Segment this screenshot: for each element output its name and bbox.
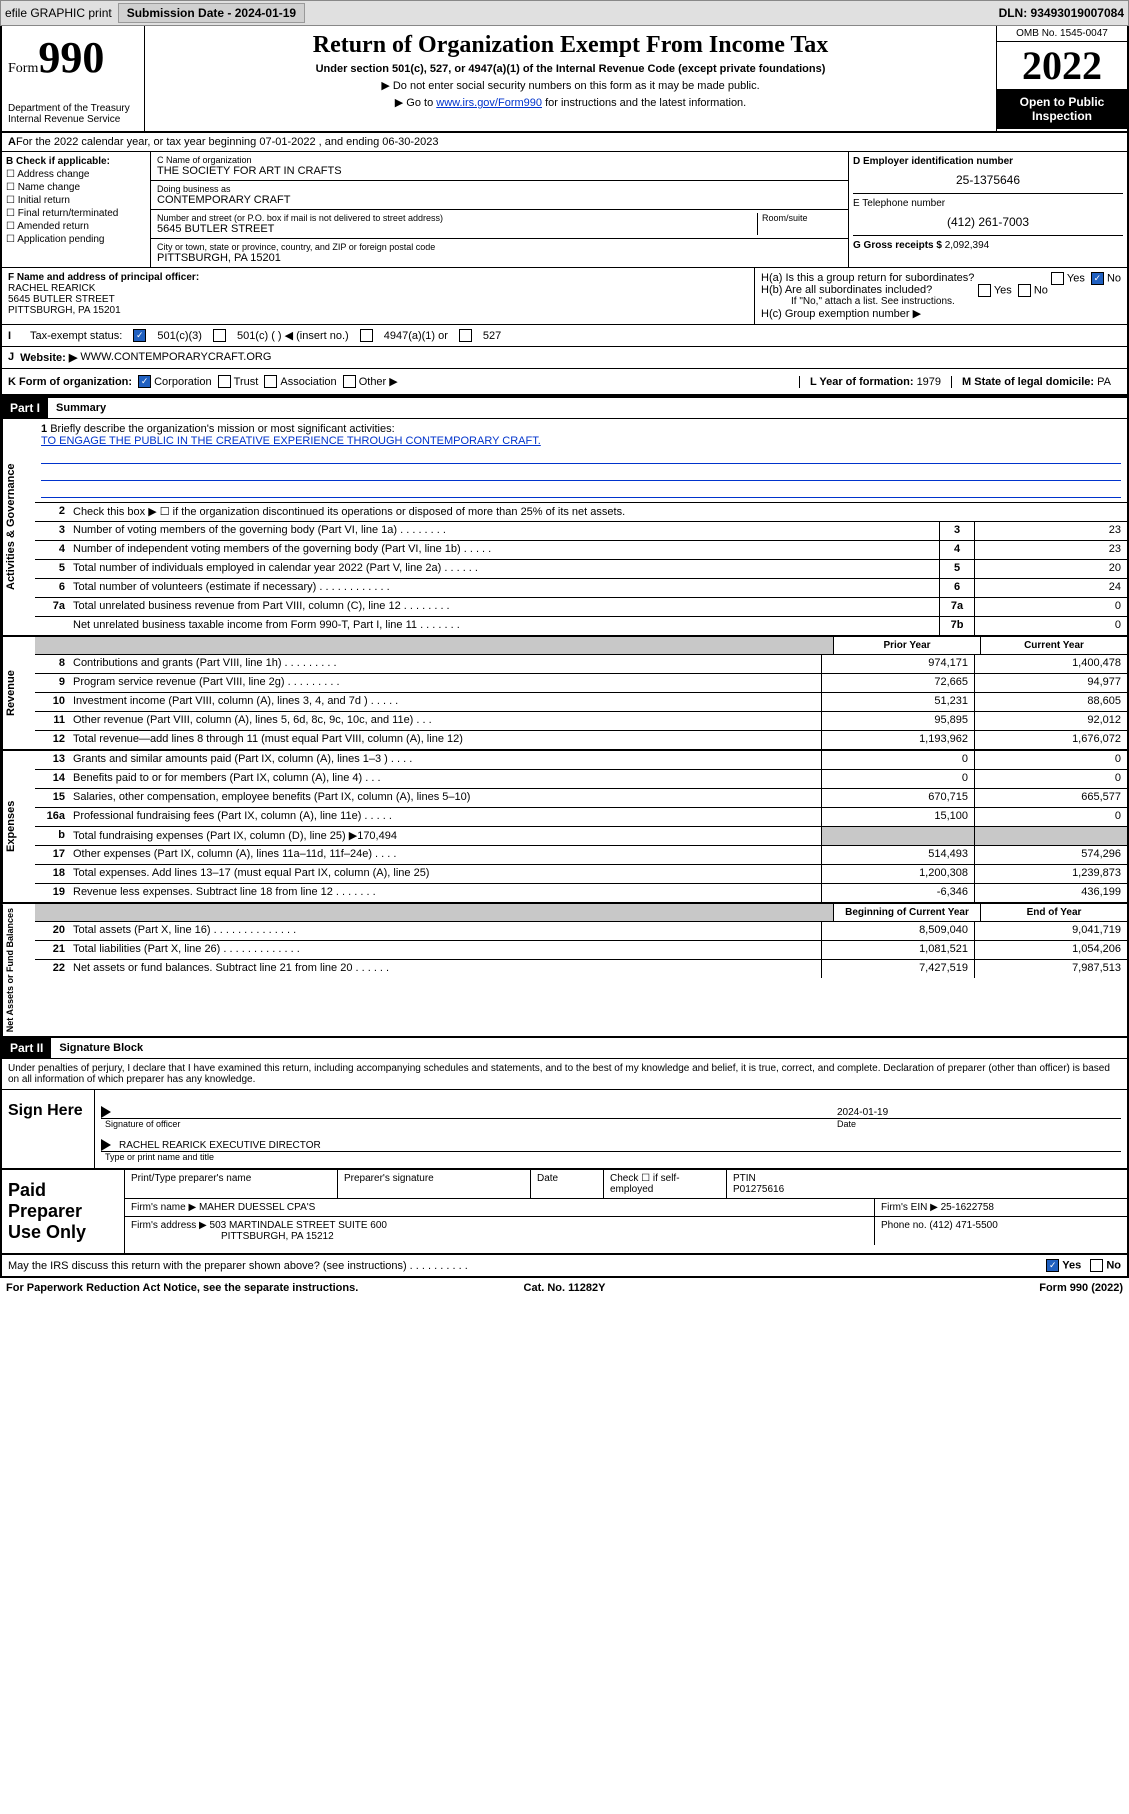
- ck-application-pending[interactable]: ☐ Application pending: [6, 234, 146, 245]
- website-row: J Website: ▶ WWW.CONTEMPORARYCRAFT.ORG: [0, 347, 1129, 369]
- topbar: efile GRAPHIC print Submission Date - 20…: [0, 0, 1129, 26]
- tax-exempt-status-row: I Tax-exempt status: 501(c)(3) 501(c) ( …: [0, 325, 1129, 347]
- ck-name-change[interactable]: ☐ Name change: [6, 182, 146, 193]
- form-subtitle: Under section 501(c), 527, or 4947(a)(1)…: [151, 63, 990, 75]
- dln-label: DLN: 93493019007084: [999, 6, 1124, 20]
- ck-association[interactable]: [264, 375, 277, 388]
- form-number: Form990: [8, 32, 138, 83]
- sig-date: 2024-01-19: [833, 1107, 1121, 1118]
- submission-date-button[interactable]: Submission Date - 2024-01-19: [118, 3, 305, 23]
- city-state-zip: PITTSBURGH, PA 15201: [157, 252, 842, 264]
- state-domicile: PA: [1097, 376, 1111, 388]
- ptin: P01275616: [733, 1184, 784, 1195]
- ck-ha-yes[interactable]: [1051, 272, 1064, 285]
- inspection-badge: Open to Public Inspection: [997, 89, 1127, 129]
- dba-name: CONTEMPORARY CRAFT: [157, 194, 842, 206]
- principal-officer-block: F Name and address of principal officer:…: [0, 268, 1129, 325]
- paid-preparer-block: Paid Preparer Use Only Print/Type prepar…: [0, 1170, 1129, 1255]
- org-name: THE SOCIETY FOR ART IN CRAFTS: [157, 165, 842, 177]
- form-of-org-row: K Form of organization: Corporation Trus…: [0, 369, 1129, 396]
- ck-hb-yes[interactable]: [978, 284, 991, 297]
- street-address: 5645 BUTLER STREET: [157, 223, 757, 235]
- ck-corporation[interactable]: [138, 375, 151, 388]
- discuss-row: May the IRS discuss this return with the…: [0, 1255, 1129, 1278]
- summary-expenses: Expenses 13Grants and similar amounts pa…: [0, 751, 1129, 904]
- ein: 25-1375646: [853, 167, 1123, 193]
- section-b: B Check if applicable: ☐ Address change …: [2, 152, 151, 267]
- note-link: ▶ Go to www.irs.gov/Form990 for instruct…: [151, 96, 990, 109]
- firm-ein: 25-1622758: [941, 1202, 994, 1213]
- mission-text[interactable]: TO ENGAGE THE PUBLIC IN THE CREATIVE EXP…: [41, 435, 541, 447]
- note-ssn: ▶ Do not enter social security numbers o…: [151, 79, 990, 92]
- ck-hb-no[interactable]: [1018, 284, 1031, 297]
- form-header: Form990 Department of the Treasury Inter…: [0, 26, 1129, 133]
- ck-trust[interactable]: [218, 375, 231, 388]
- dept-label: Department of the Treasury Internal Reve…: [8, 103, 138, 125]
- telephone: (412) 261-7003: [853, 209, 1123, 235]
- section-d-e-g: D Employer identification number 25-1375…: [848, 152, 1127, 267]
- form-title: Return of Organization Exempt From Incom…: [151, 32, 990, 59]
- summary-net-assets: Net Assets or Fund Balances Beginning of…: [0, 904, 1129, 1038]
- ck-other[interactable]: [343, 375, 356, 388]
- section-c: C Name of organization THE SOCIETY FOR A…: [151, 152, 848, 267]
- firm-name: MAHER DUESSEL CPA'S: [199, 1202, 315, 1213]
- mission-block: 1 Briefly describe the organization's mi…: [35, 419, 1127, 503]
- part2-header: Part II Signature Block: [0, 1038, 1129, 1059]
- ck-discuss-no[interactable]: [1090, 1259, 1103, 1272]
- ck-4947[interactable]: [360, 329, 373, 342]
- signature-block: Under penalties of perjury, I declare th…: [0, 1059, 1129, 1170]
- identity-block: B Check if applicable: ☐ Address change …: [0, 152, 1129, 268]
- arrow-icon: [101, 1106, 111, 1118]
- footer: For Paperwork Reduction Act Notice, see …: [0, 1278, 1129, 1298]
- ck-discuss-yes[interactable]: [1046, 1259, 1059, 1272]
- ck-527[interactable]: [459, 329, 472, 342]
- part1-header: Part I Summary: [0, 396, 1129, 419]
- website-url: WWW.CONTEMPORARYCRAFT.ORG: [80, 351, 271, 364]
- summary-governance: Activities & Governance 1 Briefly descri…: [0, 419, 1129, 637]
- gross-receipts: 2,092,394: [945, 240, 990, 251]
- omb-number: OMB No. 1545-0047: [997, 26, 1127, 42]
- officer-name: RACHEL REARICK: [8, 283, 95, 294]
- efile-label: efile GRAPHIC print: [5, 6, 112, 20]
- ck-501c3[interactable]: [133, 329, 146, 342]
- arrow-icon: [101, 1139, 111, 1151]
- ck-initial-return[interactable]: ☐ Initial return: [6, 195, 146, 206]
- ck-ha-no[interactable]: [1091, 272, 1104, 285]
- firm-phone: (412) 471-5500: [929, 1220, 997, 1231]
- ck-final-return[interactable]: ☐ Final return/terminated: [6, 208, 146, 219]
- period-row: A For the 2022 calendar year, or tax yea…: [0, 133, 1129, 152]
- officer-print-name: RACHEL REARICK EXECUTIVE DIRECTOR: [115, 1140, 1121, 1151]
- year-formation: 1979: [917, 376, 941, 388]
- ck-amended-return[interactable]: ☐ Amended return: [6, 221, 146, 232]
- summary-revenue: Revenue Prior YearCurrent Year 8Contribu…: [0, 637, 1129, 751]
- ck-address-change[interactable]: ☐ Address change: [6, 169, 146, 180]
- ck-501c[interactable]: [213, 329, 226, 342]
- irs-link[interactable]: www.irs.gov/Form990: [436, 97, 542, 109]
- tax-year: 2022: [997, 42, 1127, 89]
